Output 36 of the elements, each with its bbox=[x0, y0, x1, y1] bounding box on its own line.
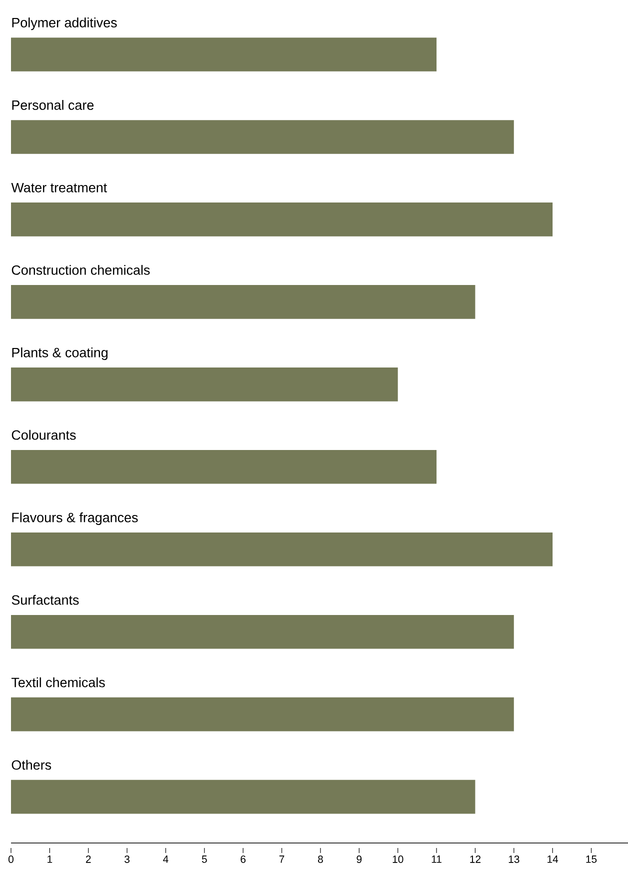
bar bbox=[11, 780, 476, 814]
bar bbox=[11, 368, 398, 402]
y-tick-label: Textil chemicals bbox=[11, 677, 105, 688]
x-tick-label: 1 bbox=[48, 856, 52, 863]
x-tick-label: 9 bbox=[356, 856, 362, 863]
y-tick-label: Plants & coating bbox=[12, 347, 108, 360]
bar bbox=[11, 202, 553, 236]
x-tick-label: 11 bbox=[432, 856, 442, 863]
x-tick-label: 15 bbox=[586, 856, 597, 863]
y-tick-label: Others bbox=[12, 760, 52, 770]
y-tick-label: Polymer additives bbox=[12, 18, 117, 30]
x-tick-label: 5 bbox=[202, 856, 207, 863]
bar bbox=[11, 532, 553, 566]
x-tick-label: 7 bbox=[279, 856, 284, 863]
x-tick-label: 10 bbox=[392, 856, 404, 863]
y-tick-label: Water treatment bbox=[11, 182, 108, 192]
y-tick-label: Construction chemicals bbox=[12, 264, 150, 275]
x-tick-label: 14 bbox=[548, 856, 558, 863]
x-tick-label: 12 bbox=[470, 856, 480, 863]
x-tick-label: 4 bbox=[163, 856, 168, 863]
y-tick-label: Colourants bbox=[12, 430, 76, 440]
bar bbox=[11, 285, 476, 319]
bar bbox=[11, 120, 514, 154]
x-tick-label: 6 bbox=[240, 856, 246, 863]
bar bbox=[11, 38, 437, 72]
x-tick-label: 13 bbox=[508, 856, 520, 863]
x-tick-label: 0 bbox=[8, 856, 14, 863]
x-tick-label: 3 bbox=[124, 856, 130, 863]
y-tick-label: Surfactants bbox=[12, 594, 79, 605]
bar bbox=[11, 450, 437, 484]
x-tick-label: 8 bbox=[318, 856, 323, 863]
y-tick-label: Flavours & fragances bbox=[12, 512, 138, 525]
x-tick-label: 2 bbox=[86, 856, 91, 863]
bar bbox=[11, 697, 514, 732]
y-tick-label: Personal care bbox=[12, 100, 94, 110]
bar bbox=[11, 614, 514, 649]
